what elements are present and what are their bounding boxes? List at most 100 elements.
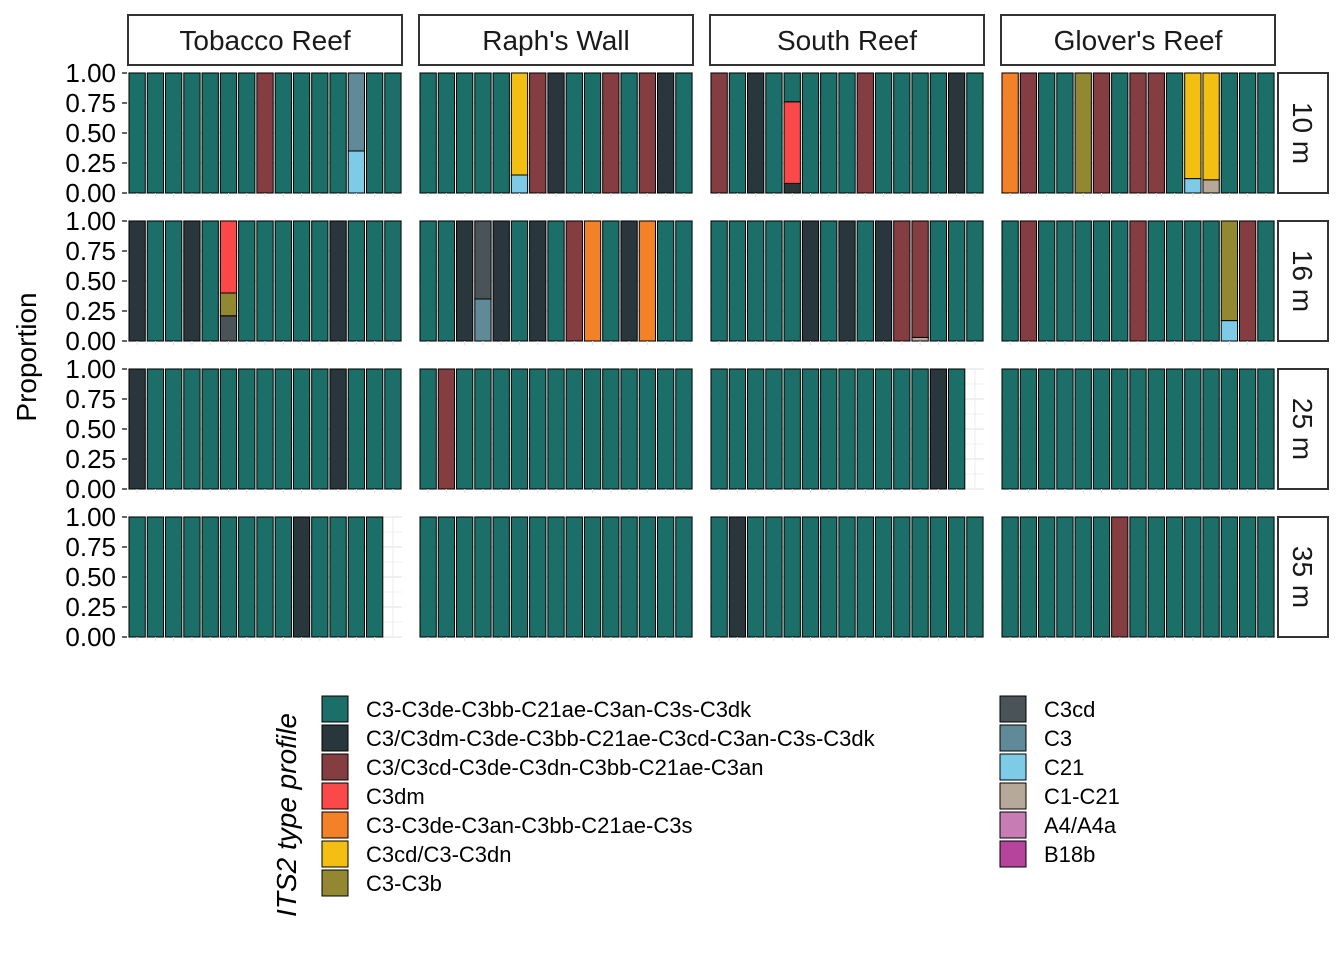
facet-panel xyxy=(1001,72,1275,197)
facet-panel xyxy=(128,72,402,197)
bar-segment xyxy=(1220,72,1239,194)
bar-segment xyxy=(128,516,146,638)
bar-segment xyxy=(1056,72,1074,194)
bar-segment xyxy=(1165,368,1184,490)
bar-segment xyxy=(1092,368,1111,490)
bar-segment xyxy=(256,368,274,490)
bar-segment xyxy=(274,220,292,342)
bar-segment xyxy=(1220,368,1239,490)
y-tick-label: 0.50 xyxy=(65,414,116,444)
bar-segment xyxy=(292,220,311,342)
bar-segment xyxy=(1111,516,1129,638)
bar-segment xyxy=(1019,72,1038,194)
bar-segment xyxy=(820,516,838,638)
facet-panel xyxy=(1001,220,1275,345)
bar-segment xyxy=(329,72,347,194)
facet-panel xyxy=(419,368,693,493)
bar-segment xyxy=(183,72,201,194)
bar-segment xyxy=(1038,368,1056,490)
y-tick-label: 0.25 xyxy=(65,592,116,622)
bar-segment xyxy=(547,516,565,638)
bar-segment xyxy=(219,220,238,294)
bar-segment xyxy=(437,72,456,194)
y-tick-label: 0.75 xyxy=(65,236,116,266)
bar-segment xyxy=(329,516,347,638)
bar-segment xyxy=(947,220,966,342)
bar-segment xyxy=(783,368,801,490)
bar-segment xyxy=(1184,178,1202,194)
y-tick-label: 1.00 xyxy=(65,354,116,384)
y-axis-title: Proportion xyxy=(11,292,42,421)
bar-segment xyxy=(1257,368,1275,490)
bar-segment xyxy=(565,72,583,194)
facet-panel xyxy=(710,368,984,493)
bar-segment xyxy=(801,220,820,342)
bar-segment xyxy=(437,516,456,638)
legend-key xyxy=(999,695,1027,723)
bar-segment xyxy=(783,182,801,194)
bar-segment xyxy=(675,72,693,194)
bar-segment xyxy=(1001,516,1019,638)
bar-segment xyxy=(1202,516,1220,638)
bar-segment xyxy=(219,292,238,317)
bar-segment xyxy=(1074,220,1092,342)
bar-segment xyxy=(565,368,583,490)
bar-segment xyxy=(1220,220,1239,322)
bar-segment xyxy=(201,516,219,638)
bar-segment xyxy=(838,368,856,490)
bar-segment xyxy=(675,516,693,638)
bar-segment xyxy=(1111,72,1129,194)
bar-segment xyxy=(146,368,165,490)
bar-segment xyxy=(146,220,165,342)
bar-segment xyxy=(947,368,966,490)
bar-segment xyxy=(219,368,238,490)
bar-segment xyxy=(365,368,384,490)
facet-panel xyxy=(710,72,984,197)
bar-segment xyxy=(929,72,948,194)
bar-segment xyxy=(365,516,384,638)
bar-segment xyxy=(1001,368,1019,490)
legend-key xyxy=(999,753,1027,781)
legend-label: C3cd xyxy=(1044,697,1095,722)
bar-segment xyxy=(510,72,529,176)
bar-segment xyxy=(492,72,510,194)
bar-segment xyxy=(384,72,402,194)
bar-segment xyxy=(801,368,820,490)
bar-segment xyxy=(728,72,747,194)
column-strip xyxy=(1000,14,1276,66)
y-tick-label: 0.50 xyxy=(65,118,116,148)
bar-segment xyxy=(183,220,201,342)
bar-segment xyxy=(201,220,219,342)
y-tick-label: 1.00 xyxy=(65,206,116,236)
bar-segment xyxy=(710,368,728,490)
bar-segment xyxy=(474,220,492,300)
bar-segment xyxy=(1074,72,1092,194)
bar-segment xyxy=(1202,72,1220,181)
bar-segment xyxy=(1147,516,1165,638)
bar-segment xyxy=(384,368,402,490)
bar-segment xyxy=(238,368,256,490)
y-tick-label: 0.25 xyxy=(65,296,116,326)
bar-segment xyxy=(929,220,948,342)
bar-segment xyxy=(583,516,602,638)
bar-segment xyxy=(456,220,474,342)
facet-panel xyxy=(419,220,693,345)
bar-segment xyxy=(856,72,874,194)
bar-segment xyxy=(710,72,728,194)
bar-segment xyxy=(347,220,366,342)
bar-segment xyxy=(638,368,657,490)
row-strip-label: 25 m xyxy=(1287,398,1318,460)
bar-segment xyxy=(1202,368,1220,490)
bar-segment xyxy=(856,220,874,342)
bar-segment xyxy=(583,72,602,194)
bar-segment xyxy=(583,220,602,342)
legend-key xyxy=(999,724,1027,752)
bar-segment xyxy=(675,368,693,490)
bar-segment xyxy=(1129,516,1147,638)
bar-segment xyxy=(219,72,238,194)
bar-segment xyxy=(620,368,638,490)
y-tick-label: 0.75 xyxy=(65,88,116,118)
bar-segment xyxy=(1165,220,1184,342)
bar-segment xyxy=(874,220,893,342)
legend-label: C3 xyxy=(1044,726,1072,751)
